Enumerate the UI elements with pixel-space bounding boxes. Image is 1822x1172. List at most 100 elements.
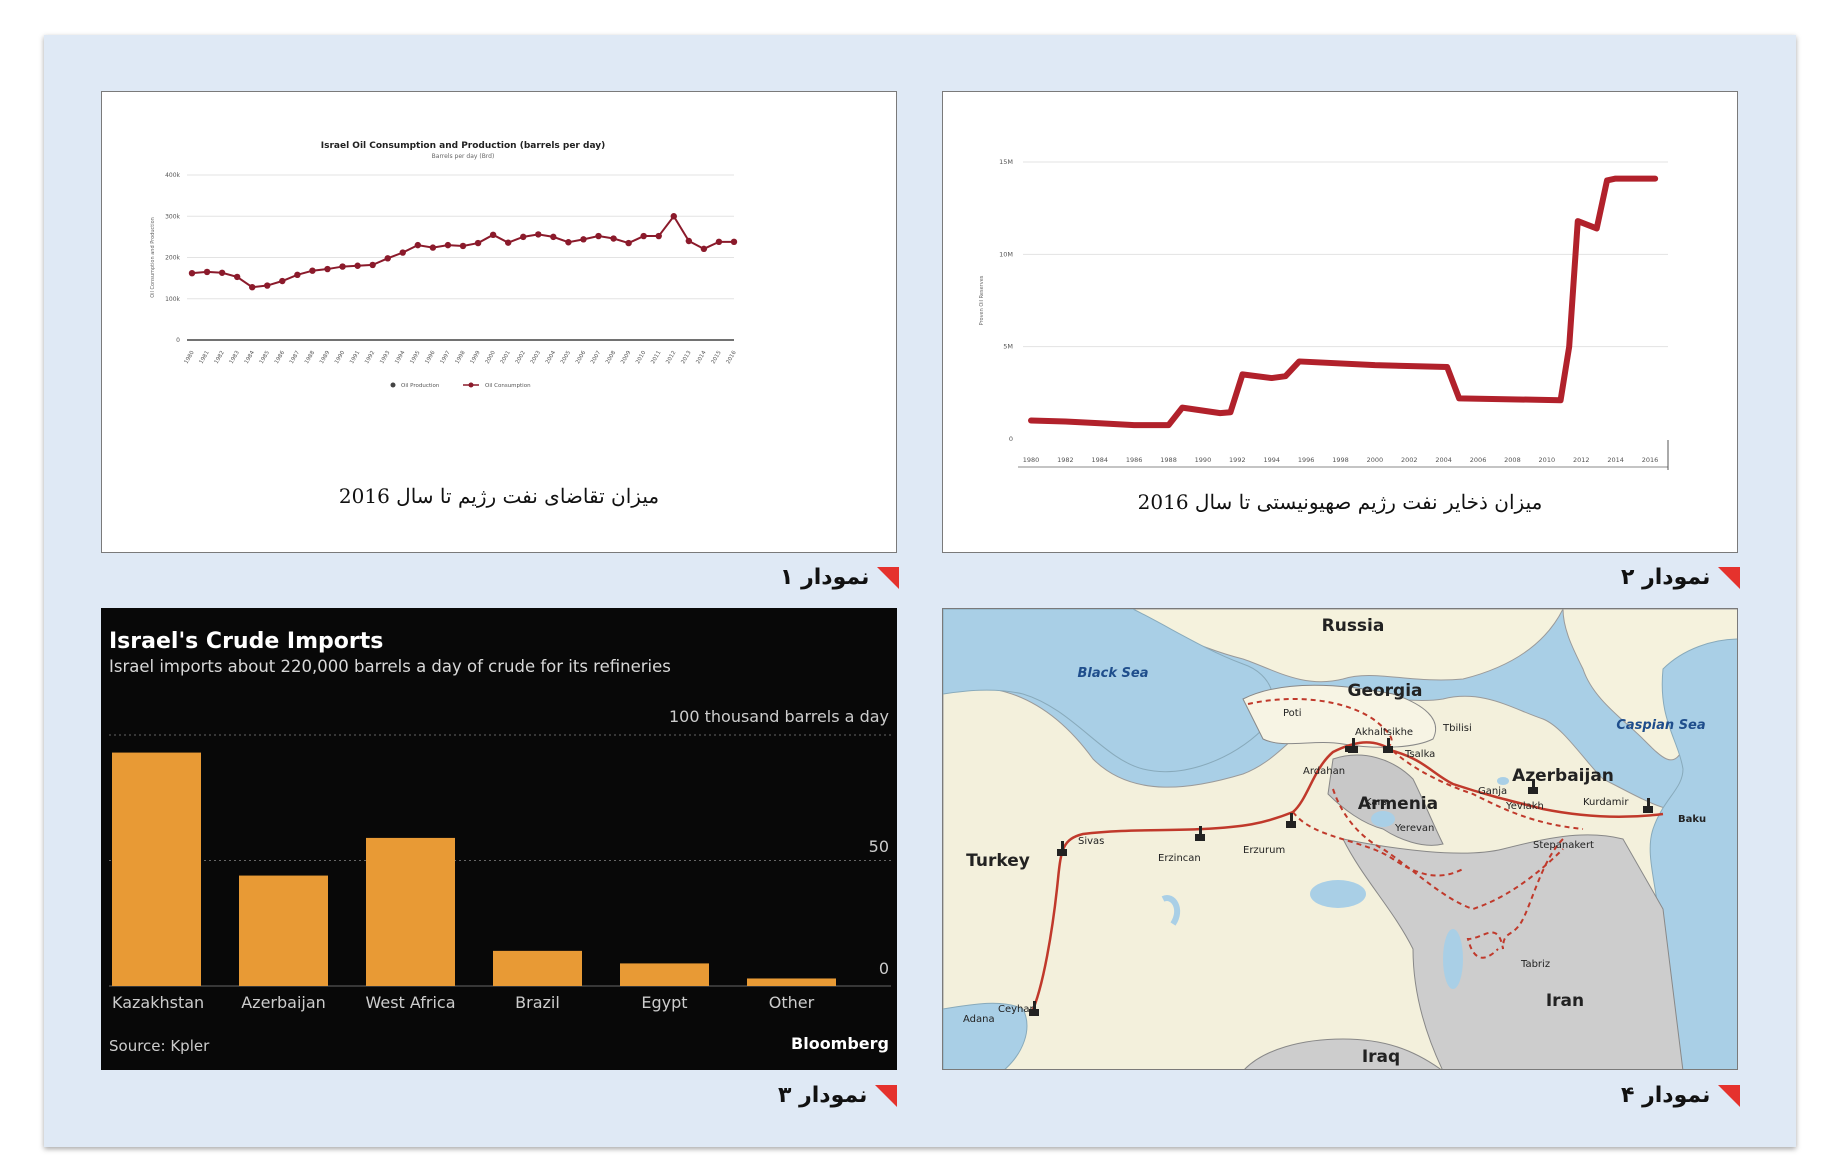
chart1-ytick: 0 (176, 337, 180, 344)
chart2-ytick: 0 (1009, 435, 1013, 443)
chart1-consumption-point (233, 273, 241, 281)
chart1-xtick: 1995 (409, 350, 421, 366)
iran-region (1342, 834, 1684, 1069)
chart3-ytick: 0 (879, 959, 889, 978)
chart1-xtick: 1984 (244, 350, 256, 366)
chart1-consumption-point (655, 232, 662, 240)
chart3-caption: نمودار ۳ (778, 1083, 898, 1108)
chart1-xtick: 1997 (439, 350, 451, 366)
chart1-consumption-point (249, 284, 256, 291)
chart1-consumption-point (414, 241, 422, 249)
label-russia: Russia (1322, 616, 1385, 636)
chart2-xtick: 1992 (1229, 456, 1246, 464)
chart3-panel: Israel's Crude Imports Israel imports abo… (101, 608, 897, 1070)
chart1-title: Israel Oil Consumption and Production (b… (321, 141, 605, 151)
chart1-xtick: 1993 (379, 350, 391, 366)
chart1-consumption-point (309, 267, 316, 274)
iraq-region (1244, 1038, 1442, 1069)
lake-van (1310, 880, 1366, 908)
chart1-consumption-point (670, 213, 677, 220)
chart1-xtick: 2009 (620, 350, 632, 366)
chart1-xtick: 1996 (424, 350, 436, 366)
chart1-chart-subtitle: Barrels per day (Brd) (432, 153, 495, 160)
label-stepanakert: Stepanakert (1533, 840, 1594, 851)
label-kars: Kars (1365, 797, 1387, 808)
chart1-ytick: 300k (165, 213, 180, 220)
chart1-consumption-point (459, 242, 467, 250)
chart2-xtick: 2004 (1435, 456, 1452, 464)
chart2-ylabel: Proven Oil Reserves (979, 275, 985, 325)
chart1-xtick: 2005 (560, 350, 572, 366)
chart1-xtick: 2015 (710, 350, 722, 366)
label-sivas: Sivas (1078, 836, 1104, 847)
chart1-xtick: 1981 (199, 350, 211, 365)
chart2-xtick: 1982 (1057, 456, 1074, 464)
chart2-panel: 0 5M 10M 15M Proven Oil Reserves 1980 1982 1984… (942, 91, 1738, 553)
pump-station-icons (1029, 738, 1653, 1016)
lake-urmia (1443, 929, 1463, 989)
armenia-region (1327, 754, 1444, 846)
chart1-xtick: 2007 (590, 350, 602, 366)
label-tabriz: Tabriz (1520, 959, 1550, 970)
chart1-consumption-point (610, 235, 617, 242)
chart2-caption: نمودار ۲ (1621, 565, 1741, 590)
chart2-xtick: 1990 (1195, 456, 1212, 464)
chart1-consumption-point (294, 271, 301, 279)
chart1-xtick: 2004 (545, 350, 557, 366)
chart1-xtick: 2010 (635, 350, 647, 366)
chart2-xtick: 1998 (1332, 456, 1349, 464)
chart1-consumption-point (520, 233, 527, 241)
chart3-title: Israel's Crude Imports (109, 629, 383, 654)
red-triangle-icon (1718, 566, 1741, 589)
chart1-consumption-point (354, 262, 361, 269)
chart3-caption-label: نمودار ۳ (778, 1083, 868, 1108)
label-poti: Poti (1283, 708, 1302, 719)
chart1-xtick: 1992 (364, 350, 376, 365)
chart2-subtitle: میزان ذخایر نفت رژیم صهیونیستی تا سال 20… (1137, 490, 1543, 514)
chart3-svg: Israel's Crude Imports Israel imports abo… (109, 629, 891, 1055)
pipeline-dashed-3 (1292, 811, 1464, 877)
chart3-bar (747, 978, 836, 986)
chart1-legend-consumption-marker (468, 382, 474, 388)
pipeline-map: Russia Black Sea Caspian Sea Georgia Aze… (943, 609, 1737, 1069)
chart2-xtick: 1986 (1126, 456, 1143, 464)
chart3-category-label: Egypt (641, 993, 687, 1012)
chart1-legend-production: Oil Production (401, 383, 440, 389)
pipeline-dashed-1 (1392, 750, 1584, 830)
chart1-ytick: 400k (165, 172, 180, 179)
chart1-consumption-point (504, 239, 512, 246)
red-triangle-icon (877, 566, 900, 589)
chart2-xtick: 2012 (1573, 456, 1590, 464)
label-kurdamir: Kurdamir (1583, 797, 1629, 808)
chart1-xtick: 2002 (515, 350, 527, 365)
chart1-ylabel: Oil Consumption and Production (150, 217, 156, 298)
chart1-xtick: 1998 (455, 350, 467, 366)
chart1-xtick: 2011 (650, 350, 662, 365)
chart1-xtick: 1985 (259, 350, 271, 366)
chart3-source: Source: Kpler (109, 1037, 210, 1055)
chart2-ytick: 15M (999, 158, 1013, 166)
chart2-xtick: 2010 (1539, 456, 1556, 464)
chart3-brand: Bloomberg (791, 1034, 889, 1053)
chart3-bar (620, 963, 709, 986)
chart1-consumption-point (550, 233, 557, 241)
label-akhaltsikhe: Akhaltsikhe (1355, 727, 1413, 738)
chart1-consumption-point (203, 268, 211, 276)
label-azerbaijan: Azerbaijan (1512, 766, 1614, 786)
chart3-bar (239, 875, 328, 986)
lake-sevan (1371, 811, 1395, 827)
chart3-category-label: Brazil (515, 993, 560, 1012)
chart1-consumption-point (565, 239, 572, 246)
chart1-consumption-point (188, 269, 196, 277)
chart2-xtick: 2016 (1642, 456, 1659, 464)
chart1-legend-production-marker (390, 382, 396, 388)
black-sea (943, 609, 1274, 773)
label-erzincan: Erzincan (1158, 853, 1201, 864)
chart2-ytick: 10M (999, 250, 1013, 258)
label-iran: Iran (1546, 991, 1584, 1011)
chart2-xtick: 1980 (1023, 456, 1040, 464)
chart2-xtick: 2014 (1607, 456, 1624, 464)
label-erzurum: Erzurum (1243, 845, 1285, 856)
chart1-svg: Israel Oil Consumption and Production (b… (150, 141, 738, 389)
label-yevlakh: Yevlakh (1505, 801, 1544, 812)
